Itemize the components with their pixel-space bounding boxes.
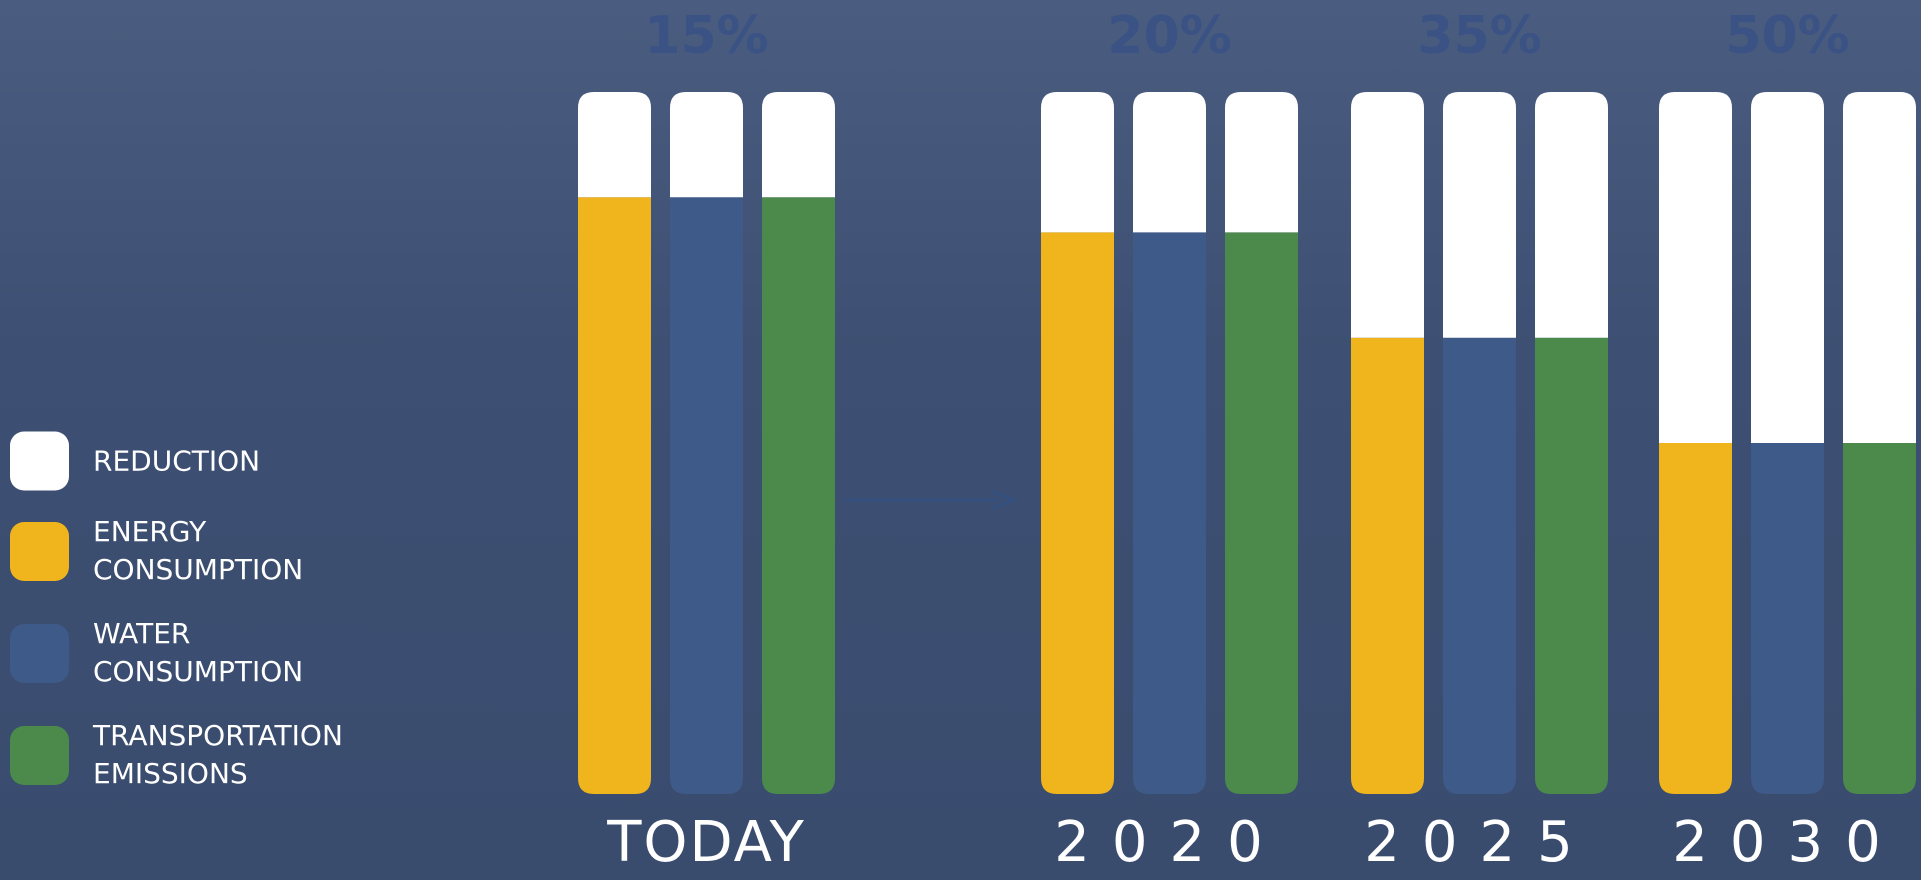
reduction-segment xyxy=(762,92,835,197)
bar-segment xyxy=(1535,338,1608,794)
legend-swatch xyxy=(10,624,69,683)
reduction-segment xyxy=(1351,92,1424,338)
reduction-segment xyxy=(578,92,651,197)
legend-item: ENERGY CONSUMPTION xyxy=(10,513,303,589)
reduction-label: 20% xyxy=(1107,6,1231,66)
bar-segment xyxy=(1041,232,1114,794)
legend-item: WATER CONSUMPTION xyxy=(10,615,303,691)
bar-segment xyxy=(762,197,835,794)
legend-item: REDUCTION xyxy=(10,432,260,491)
reduction-label: 50% xyxy=(1725,6,1849,66)
legend-swatch xyxy=(10,726,69,785)
reduction-label: 35% xyxy=(1417,6,1541,66)
reduction-label: 15% xyxy=(644,6,768,66)
bar-segment xyxy=(1133,232,1206,794)
reduction-segment xyxy=(1751,92,1824,443)
bar-segment xyxy=(1351,338,1424,794)
bar-segment xyxy=(578,197,651,794)
bar-segment xyxy=(1443,338,1516,794)
reduction-segment xyxy=(1041,92,1114,232)
category-label: 2020 xyxy=(1054,810,1285,875)
bar-segment xyxy=(1659,443,1732,794)
legend-swatch xyxy=(10,432,69,491)
bar-segment xyxy=(1225,232,1298,794)
reduction-segment xyxy=(1443,92,1516,338)
reduction-segment xyxy=(1535,92,1608,338)
reduction-segment xyxy=(1225,92,1298,232)
bar-segment xyxy=(1843,443,1916,794)
page: 15% TODAY 20% 2020 35% 2025 50% 2030 REDUCTION E… xyxy=(0,0,1921,880)
bar-segment xyxy=(1751,443,1824,794)
legend-swatch xyxy=(10,522,69,581)
bar-segment xyxy=(670,197,743,794)
reduction-segment xyxy=(1659,92,1732,443)
legend-item: TRANSPORTATION EMISSIONS xyxy=(10,717,343,793)
reduction-segment xyxy=(1133,92,1206,232)
legend-label: WATER CONSUMPTION xyxy=(93,615,303,691)
category-label: 2030 xyxy=(1672,810,1903,875)
reduction-segment xyxy=(1843,92,1916,443)
legend-label: ENERGY CONSUMPTION xyxy=(93,513,303,589)
legend-label: TRANSPORTATION EMISSIONS xyxy=(93,717,343,793)
legend-label: REDUCTION xyxy=(93,442,260,480)
category-label: TODAY xyxy=(606,810,806,875)
category-label: 2025 xyxy=(1364,810,1595,875)
reduction-segment xyxy=(670,92,743,197)
